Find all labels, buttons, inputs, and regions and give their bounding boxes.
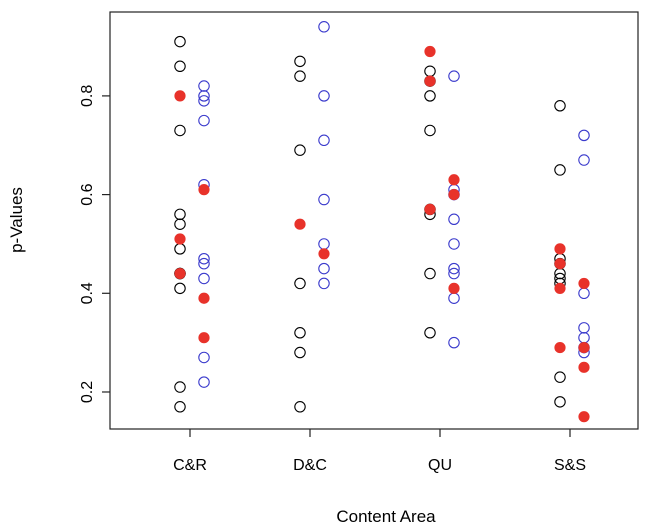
- open-point: [198, 114, 210, 127]
- filled-point: [174, 267, 186, 280]
- open-point: [174, 243, 186, 255]
- open-point: [424, 65, 436, 77]
- open-point: [578, 287, 590, 300]
- data-points: [174, 21, 590, 423]
- x-tick-label: QU: [428, 457, 452, 474]
- filled-point: [424, 45, 436, 58]
- x-tick-label: D&C: [293, 457, 327, 474]
- x-axis-title: Content Area: [336, 507, 436, 526]
- open-point: [578, 129, 590, 142]
- open-point: [174, 124, 186, 137]
- open-point: [578, 331, 590, 344]
- open-point: [174, 282, 186, 295]
- open-point: [174, 401, 186, 413]
- open-point: [554, 100, 566, 112]
- open-point: [198, 272, 210, 285]
- open-point: [318, 90, 330, 102]
- open-point: [554, 396, 566, 408]
- open-point: [174, 60, 186, 73]
- open-point: [578, 154, 590, 166]
- filled-point: [294, 218, 306, 230]
- open-point: [448, 262, 460, 275]
- filled-point: [198, 292, 210, 304]
- open-point: [294, 346, 306, 359]
- filled-point: [198, 184, 210, 196]
- filled-point: [554, 282, 566, 294]
- y-tick-label: 0.6: [79, 183, 96, 205]
- y-axis-title: p-Values: [7, 187, 26, 253]
- open-point: [318, 238, 330, 250]
- open-point: [424, 90, 436, 102]
- y-axis: 0.2 0.4 0.6 0.8: [79, 85, 110, 403]
- filled-point: [578, 411, 590, 423]
- open-point: [198, 252, 210, 265]
- filled-point: [174, 90, 186, 102]
- open-point: [174, 35, 186, 48]
- open-point: [174, 381, 186, 393]
- y-tick-label: 0.2: [79, 381, 96, 403]
- y-tick-label: 0.8: [79, 85, 96, 107]
- open-point: [554, 371, 566, 383]
- filled-point: [578, 361, 590, 373]
- open-point: [318, 193, 330, 206]
- filled-point: [448, 282, 460, 294]
- filled-point: [174, 233, 186, 245]
- filled-point: [424, 75, 436, 87]
- open-point: [448, 70, 460, 82]
- open-point: [294, 144, 306, 156]
- open-point: [174, 218, 186, 230]
- open-point: [198, 90, 210, 102]
- open-point: [318, 21, 330, 33]
- open-point: [198, 351, 210, 364]
- open-point: [294, 55, 306, 68]
- filled-point: [318, 248, 330, 260]
- open-point: [318, 277, 330, 290]
- open-point: [554, 164, 566, 176]
- open-point: [198, 257, 210, 270]
- filled-point: [554, 243, 566, 255]
- open-point: [294, 277, 306, 290]
- open-point: [318, 262, 330, 275]
- open-point: [424, 124, 436, 137]
- open-point: [448, 292, 460, 304]
- open-point: [448, 213, 460, 226]
- plot-frame: [109, 11, 639, 430]
- y-tick-label: 0.4: [79, 282, 96, 304]
- filled-point: [424, 203, 436, 215]
- open-point: [424, 267, 436, 280]
- open-point: [294, 70, 306, 82]
- open-point: [294, 327, 306, 339]
- filled-point: [578, 341, 590, 354]
- open-point: [448, 238, 460, 250]
- x-tick-label: C&R: [173, 457, 207, 474]
- filled-point: [198, 332, 210, 344]
- open-point: [174, 208, 186, 221]
- filled-point: [448, 188, 460, 201]
- open-point: [318, 134, 330, 147]
- open-point: [578, 322, 590, 334]
- open-point: [448, 336, 460, 349]
- filled-point: [578, 277, 590, 290]
- x-axis: C&R D&C QU S&S: [173, 429, 586, 474]
- open-point: [424, 327, 436, 339]
- open-point: [198, 376, 210, 388]
- open-point: [198, 95, 210, 107]
- open-point: [198, 80, 210, 92]
- open-point: [294, 401, 306, 413]
- filled-point: [554, 258, 566, 270]
- open-point: [448, 267, 460, 280]
- x-tick-label: S&S: [554, 457, 586, 474]
- filled-point: [554, 341, 566, 354]
- filled-point: [448, 174, 460, 186]
